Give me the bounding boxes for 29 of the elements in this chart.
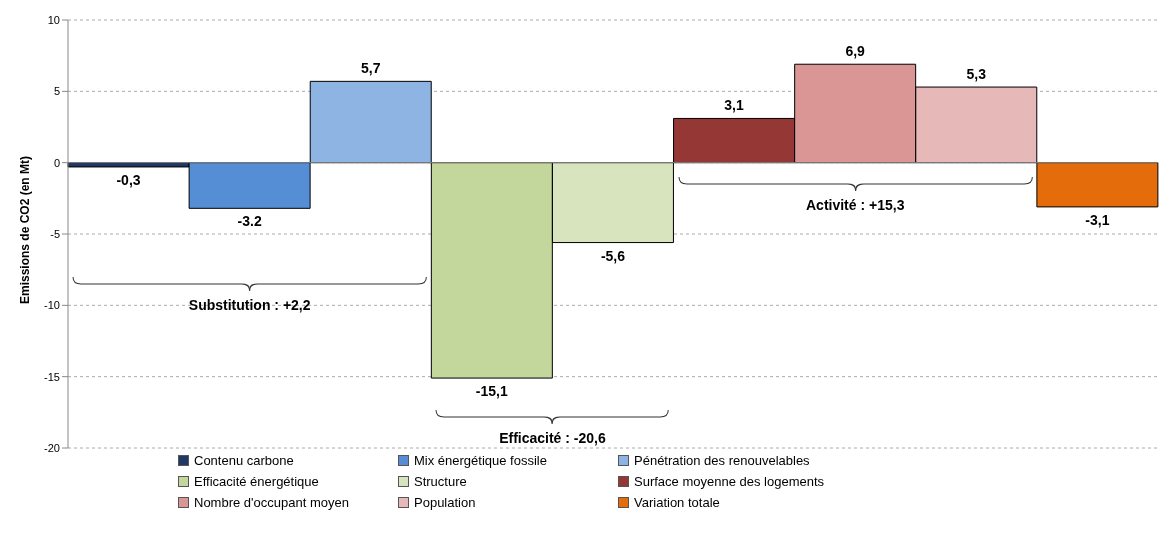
annotation: Substitution : +2,2	[187, 297, 312, 314]
data-label: 5,7	[360, 60, 381, 77]
data-label: -5,6	[600, 247, 626, 264]
data-label: -3,1	[1085, 211, 1110, 228]
data-label: 6,9	[845, 43, 866, 60]
y-tick-label: -20	[44, 441, 60, 454]
legend-label: Population	[414, 495, 476, 510]
y-tick-label: -5	[50, 227, 60, 240]
legend-label: Structure	[414, 474, 467, 489]
data-label: 3,1	[724, 97, 744, 114]
legend-label: Contenu carbone	[194, 453, 294, 468]
y-axis-title: Emissions de CO2 (en Mt)	[18, 155, 33, 304]
y-tick-label: 0	[53, 156, 60, 169]
legend-label: Nombre d'occupant moyen	[194, 495, 349, 510]
y-tick-label: 10	[47, 13, 60, 26]
y-tick-label: -15	[44, 370, 60, 383]
data-label: -3.2	[237, 213, 262, 230]
legend-label: Efficacité énergétique	[194, 474, 319, 489]
data-label: -0,3	[116, 171, 141, 188]
y-tick-label: 5	[53, 85, 60, 98]
data-label: 5,3	[966, 66, 987, 83]
annotation: Efficacité : -20,6	[498, 429, 607, 446]
legend-label: Variation totale	[634, 495, 720, 510]
y-tick-label: -10	[44, 299, 60, 312]
legend-label: Pénétration des renouvelables	[634, 453, 810, 468]
data-label: -15,1	[475, 383, 508, 400]
annotation: Activité : +15,3	[805, 197, 906, 214]
legend-label: Mix énergétique fossile	[414, 453, 547, 468]
legend-label: Surface moyenne des logements	[634, 474, 825, 489]
